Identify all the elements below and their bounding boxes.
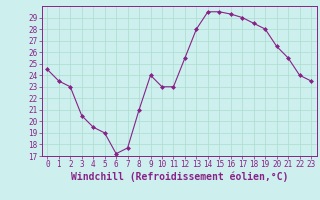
- X-axis label: Windchill (Refroidissement éolien,°C): Windchill (Refroidissement éolien,°C): [70, 172, 288, 182]
